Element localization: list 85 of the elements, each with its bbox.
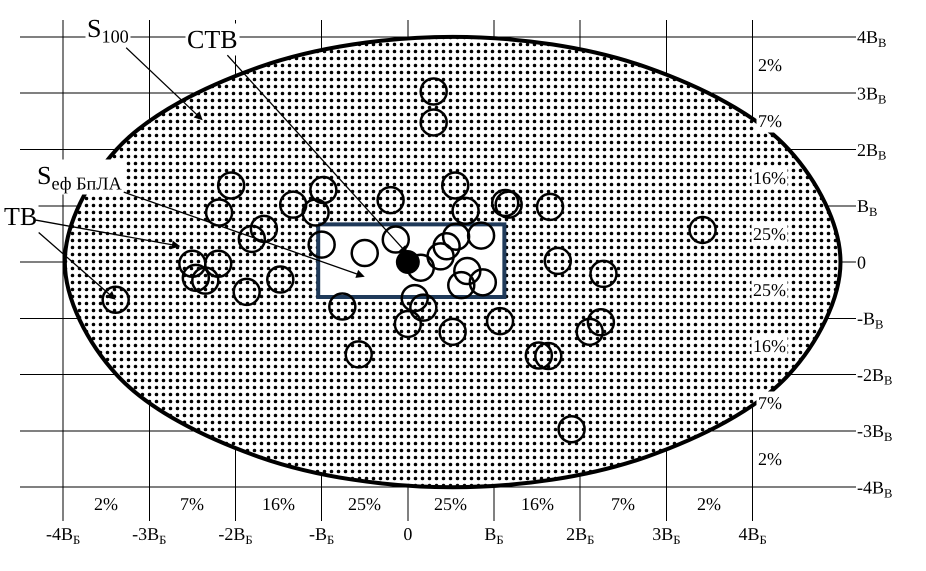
annotation: 2% <box>758 449 782 469</box>
annotation: S$_{еф БпЛА}$ <box>37 161 122 194</box>
y-tick-label: 2В$_{В}$ <box>857 140 886 163</box>
point <box>400 284 429 312</box>
point <box>232 278 261 306</box>
annotation: 16% <box>521 494 554 514</box>
point <box>575 318 604 346</box>
point <box>101 286 130 314</box>
x-tick-label: -4В$_{Б}$ <box>46 524 80 547</box>
point <box>486 306 514 336</box>
annotation: 25% <box>348 494 381 514</box>
y-tick-label: В$_{В}$ <box>857 196 878 219</box>
point <box>182 264 210 292</box>
point <box>688 216 717 244</box>
annotation: 2% <box>697 494 721 514</box>
point <box>350 238 379 268</box>
annotation: 25% <box>753 280 786 300</box>
point <box>468 268 498 297</box>
x-tick-label: -В$_{Б}$ <box>309 524 334 547</box>
point <box>396 250 420 274</box>
point <box>453 256 482 286</box>
point <box>544 246 572 276</box>
point <box>534 342 563 370</box>
y-tick-label: -3В$_{В}$ <box>857 421 892 444</box>
y-tick-label: -В$_{В}$ <box>857 308 884 332</box>
annotation: S$_{100}$ <box>87 14 129 46</box>
point <box>447 270 476 300</box>
point <box>466 221 496 250</box>
annotation: 25% <box>753 224 786 244</box>
point <box>216 171 246 200</box>
annotation: 7% <box>758 393 782 413</box>
point <box>191 266 220 295</box>
y-tick-label: -4В$_{В}$ <box>857 478 892 500</box>
point <box>557 414 586 444</box>
x-tick-label: 0 <box>403 524 412 544</box>
annotation: СТВ <box>187 25 238 54</box>
point <box>536 192 564 222</box>
point <box>307 230 336 259</box>
point <box>432 232 461 261</box>
point <box>309 176 338 204</box>
annotation: 2% <box>94 494 118 514</box>
annotation: ТВ <box>4 202 38 231</box>
point <box>406 253 436 282</box>
point <box>438 318 467 346</box>
x-tick-label: 4В$_{Б}$ <box>738 524 767 547</box>
point <box>409 293 438 322</box>
point <box>328 292 357 321</box>
y-tick-label: 3В$_{В}$ <box>857 83 886 106</box>
point <box>394 310 422 338</box>
point <box>344 340 373 369</box>
x-tick-label: -3В$_{Б}$ <box>132 524 166 547</box>
x-tick-label: -2В$_{Б}$ <box>218 524 253 547</box>
point <box>278 190 308 219</box>
point <box>204 198 234 227</box>
point <box>426 242 455 271</box>
point <box>524 341 554 370</box>
x-tick-label: 3В$_{Б}$ <box>652 524 681 547</box>
y-tick-label: -2В$_{В}$ <box>857 364 892 388</box>
point <box>301 198 330 227</box>
point <box>266 265 295 294</box>
point <box>441 171 470 200</box>
annotation: 16% <box>753 168 786 188</box>
point <box>442 222 470 251</box>
point <box>376 186 405 214</box>
y-tick-label: 0 <box>857 252 866 272</box>
point <box>419 77 448 106</box>
point <box>419 108 448 137</box>
point <box>238 224 266 254</box>
annotation: 2% <box>758 55 782 75</box>
y-tick-label: 4В$_{В}$ <box>857 27 886 50</box>
annotation: 25% <box>434 494 467 514</box>
x-tick-label: 2В$_{Б}$ <box>566 524 594 547</box>
annotation: 16% <box>262 494 295 514</box>
annotation: 7% <box>611 494 635 514</box>
point <box>204 249 232 278</box>
point <box>451 196 480 226</box>
point <box>178 249 207 278</box>
annotation: 7% <box>758 111 782 131</box>
annotation: 16% <box>753 336 786 356</box>
point <box>586 308 616 337</box>
point <box>589 260 618 288</box>
annotation: 7% <box>180 494 204 514</box>
x-tick-label: В$_{Б}$ <box>484 524 504 547</box>
point <box>382 225 410 254</box>
point <box>250 214 278 244</box>
